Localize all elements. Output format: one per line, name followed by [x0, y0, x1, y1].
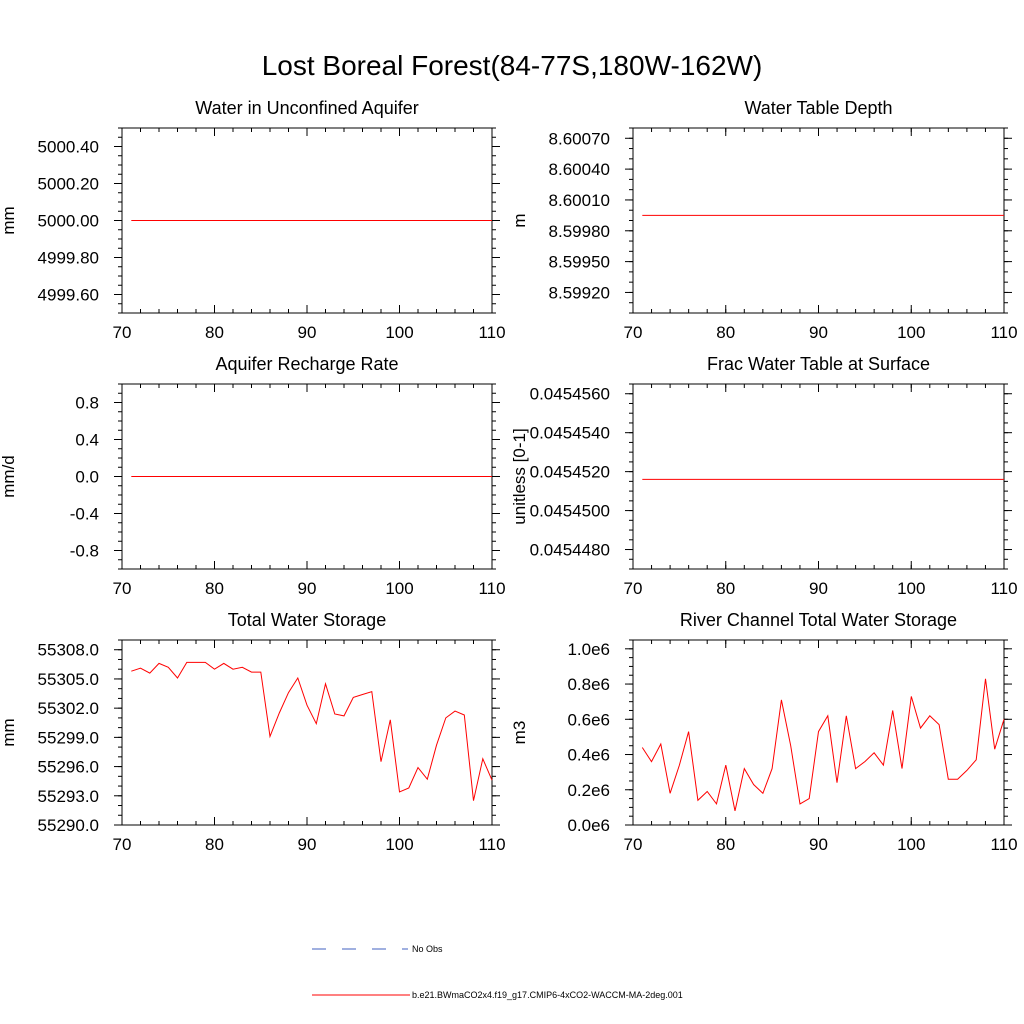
- x-tick-label: 110: [478, 835, 505, 854]
- x-tick-label: 100: [385, 579, 413, 598]
- legend-model-line: [312, 994, 410, 996]
- y-tick-label: 55308.0: [38, 641, 99, 660]
- x-tick-label: 80: [716, 323, 735, 342]
- chart-panel: Water in Unconfined Aquifer mm 70 80 90 100 11…: [0, 98, 506, 342]
- y-tick-label: 0.4e6: [567, 746, 610, 765]
- x-tick-label: 100: [385, 835, 413, 854]
- x-tick-label: 90: [298, 579, 317, 598]
- y-tick-label: 0.0454480: [530, 541, 610, 560]
- x-tick-label: 70: [113, 835, 132, 854]
- y-tick-label: 0.0454500: [530, 502, 610, 521]
- x-tick-label: 70: [113, 323, 132, 342]
- x-tick-label: 90: [809, 323, 828, 342]
- x-tick-label: 70: [624, 835, 643, 854]
- legend-obs-label: No Obs: [412, 944, 443, 954]
- y-axis-label: m3: [510, 721, 529, 745]
- x-tick-label: 110: [990, 579, 1017, 598]
- y-tick-label: 55302.0: [38, 699, 99, 718]
- x-tick-label: 90: [298, 323, 317, 342]
- y-tick-label: 0.4: [75, 431, 99, 450]
- y-tick-label: 55293.0: [38, 787, 99, 806]
- x-tick-label: 110: [478, 323, 505, 342]
- panel-title: Aquifer Recharge Rate: [215, 354, 398, 374]
- legend-obs-line: [312, 948, 408, 950]
- y-tick-label: 55296.0: [38, 758, 99, 777]
- y-tick-label: 4999.60: [38, 286, 99, 305]
- x-tick-label: 70: [113, 579, 132, 598]
- x-tick-label: 90: [809, 835, 828, 854]
- x-tick-label: 80: [205, 579, 224, 598]
- y-tick-label: 8.60010: [549, 191, 610, 210]
- y-tick-label: 5000.20: [38, 175, 99, 194]
- y-tick-label: 55305.0: [38, 670, 99, 689]
- y-tick-label: 0.8: [75, 394, 99, 413]
- y-axis-label: mm: [0, 206, 18, 234]
- series-line: [641, 678, 1005, 812]
- y-tick-label: 0.0e6: [567, 816, 610, 835]
- legend-model-label: b.e21.BWmaCO2x4.f19_g17.CMIP6-4xCO2-WACC…: [412, 990, 683, 1000]
- x-tick-label: 110: [990, 323, 1017, 342]
- y-tick-label: 8.60040: [549, 160, 610, 179]
- y-axis-label: mm: [0, 718, 18, 746]
- x-tick-label: 90: [809, 579, 828, 598]
- x-tick-label: 70: [624, 579, 643, 598]
- panel-title: Water Table Depth: [744, 98, 892, 118]
- panel-title: Frac Water Table at Surface: [707, 354, 930, 374]
- x-tick-label: 70: [624, 323, 643, 342]
- y-tick-label: 0.0454520: [530, 463, 610, 482]
- figure-title: Lost Boreal Forest(84-77S,180W-162W): [261, 50, 763, 81]
- y-tick-label: 0.8e6: [567, 675, 610, 694]
- y-tick-label: 8.59950: [549, 253, 610, 272]
- series-line: [131, 661, 493, 801]
- y-axis-label: m: [510, 213, 529, 227]
- y-tick-label: 5000.00: [38, 212, 99, 231]
- x-tick-label: 100: [897, 323, 925, 342]
- y-tick-label: 8.59920: [549, 283, 610, 302]
- x-tick-label: 110: [990, 835, 1017, 854]
- x-tick-label: 80: [716, 835, 735, 854]
- x-tick-label: 80: [716, 579, 735, 598]
- y-tick-label: 0.0454560: [530, 385, 610, 404]
- y-tick-label: 5000.40: [38, 138, 99, 157]
- y-tick-label: 55290.0: [38, 816, 99, 835]
- y-tick-label: 0.6e6: [567, 710, 610, 729]
- y-axis-label: mm/d: [0, 455, 18, 498]
- x-tick-label: 100: [897, 579, 925, 598]
- y-tick-label: 8.60070: [549, 129, 610, 148]
- x-tick-label: 100: [385, 323, 413, 342]
- x-tick-label: 110: [478, 579, 505, 598]
- x-tick-label: 80: [205, 835, 224, 854]
- y-axis-label: unitless [0-1]: [510, 428, 529, 524]
- plot-frame: [632, 383, 1005, 570]
- plot-frame: [121, 639, 493, 826]
- chart-panel: Total Water Storage mm 70 80 90 100 110 55290.0…: [0, 610, 506, 854]
- chart-panel: Frac Water Table at Surface unitless [0-1…: [510, 354, 1018, 598]
- panel-title: Total Water Storage: [228, 610, 386, 630]
- x-tick-label: 80: [205, 323, 224, 342]
- y-tick-label: 8.59980: [549, 222, 610, 241]
- plot-frame: [632, 127, 1005, 314]
- y-tick-label: 0.0454540: [530, 424, 610, 443]
- y-tick-label: 1.0e6: [567, 640, 610, 659]
- x-tick-label: 100: [897, 835, 925, 854]
- x-tick-label: 90: [298, 835, 317, 854]
- y-tick-label: 0.2e6: [567, 781, 610, 800]
- y-tick-label: 55299.0: [38, 728, 99, 747]
- panel-title: Water in Unconfined Aquifer: [195, 98, 418, 118]
- chart-panel: Aquifer Recharge Rate mm/d 70 80 90 100 110 -0.…: [0, 354, 506, 598]
- chart-panel: River Channel Total Water Storage m3 70 80 9…: [510, 610, 1018, 854]
- y-tick-label: -0.8: [70, 542, 99, 561]
- chart-panel: Water Table Depth m 70 80 90 100 110 8.59920 8.5…: [510, 98, 1018, 342]
- y-tick-label: 4999.80: [38, 249, 99, 268]
- y-tick-label: -0.4: [70, 505, 99, 524]
- y-tick-label: 0.0: [75, 468, 99, 487]
- panel-title: River Channel Total Water Storage: [680, 610, 957, 630]
